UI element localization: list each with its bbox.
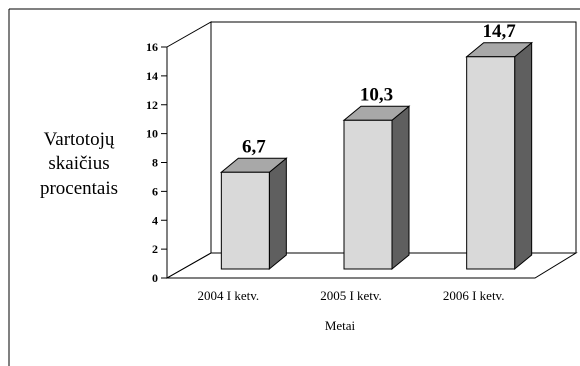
category-labels: 2004 I ketv. 2005 I ketv. 2006 I ketv. — [198, 288, 505, 303]
y-axis-title-line-1: Vartotojų — [44, 129, 115, 150]
bar-front — [220, 171, 270, 270]
y-tick-label: 0 — [152, 271, 158, 285]
bar-side — [268, 157, 287, 271]
y-tick-label: 16 — [146, 40, 158, 54]
y-axis-title-line-2: skaičius — [48, 153, 109, 174]
bar — [342, 105, 411, 271]
data-labels: 6,7 10,3 14,7 — [242, 21, 516, 158]
y-tick-label: 4 — [152, 213, 158, 227]
y-tick-label: 6 — [152, 184, 158, 198]
category-label: 2004 I ketv. — [198, 288, 260, 303]
bar-front — [343, 119, 393, 270]
side-wall — [166, 21, 212, 279]
y-tick-label: 2 — [152, 242, 158, 256]
data-label: 10,3 — [360, 84, 393, 105]
y-tick-label: 8 — [152, 156, 158, 170]
x-axis-title: Metai — [325, 318, 356, 333]
bar — [465, 41, 534, 271]
data-label: 14,7 — [483, 21, 517, 42]
category-label: 2006 I ketv. — [443, 288, 505, 303]
y-tick-label: 14 — [146, 69, 158, 83]
chart-walls — [165, 21, 578, 279]
y-axis-ticks: 0 2 4 6 8 10 12 14 16 — [146, 40, 167, 285]
data-label: 6,7 — [242, 136, 266, 157]
bar-front — [466, 56, 516, 270]
y-tick-label: 10 — [146, 127, 158, 141]
bar-side — [391, 105, 410, 271]
floor — [165, 252, 578, 279]
y-axis-title-line-3: procentais — [40, 178, 118, 199]
y-tick-label: 12 — [146, 98, 158, 112]
bars — [219, 41, 534, 271]
bar — [219, 157, 288, 271]
category-label: 2005 I ketv. — [320, 288, 382, 303]
bar-side — [514, 41, 533, 271]
